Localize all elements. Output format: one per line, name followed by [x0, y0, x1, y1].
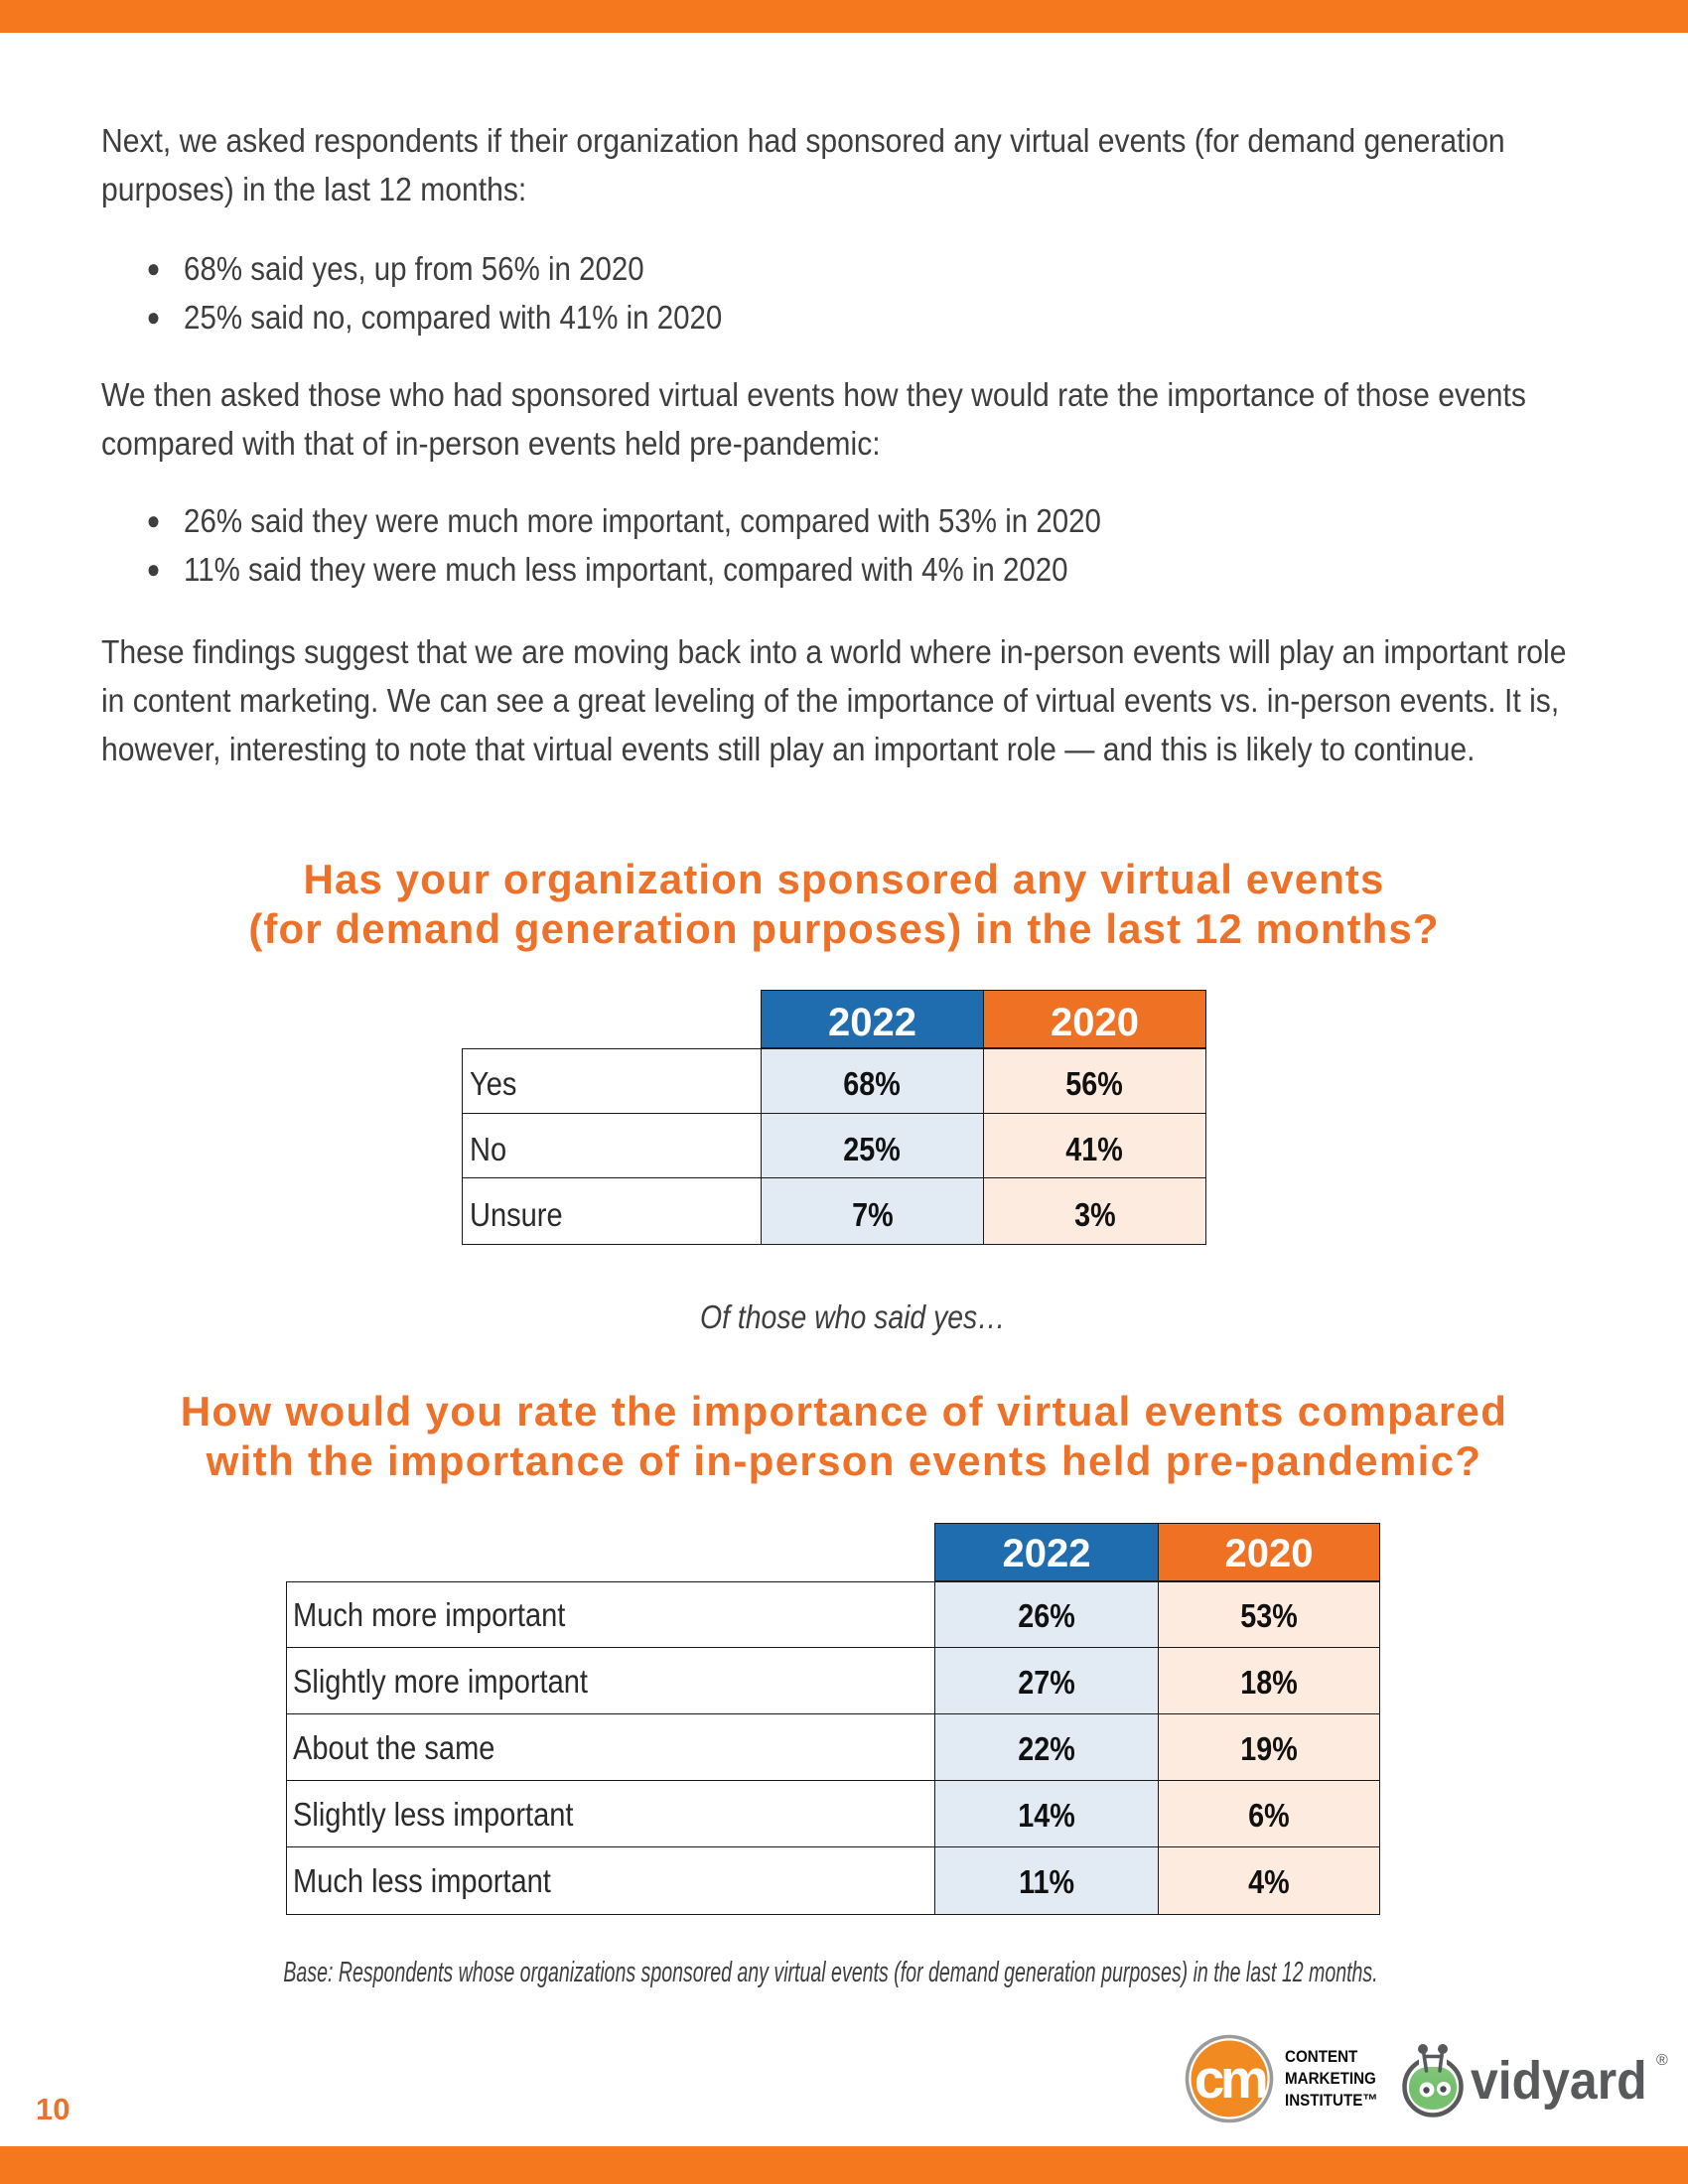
- svg-text:MARKETING: MARKETING: [1285, 2070, 1376, 2088]
- svg-text:vidyard: vidyard: [1471, 2051, 1647, 2111]
- svg-text:®: ®: [1656, 2052, 1668, 2069]
- svg-text:CONTENT: CONTENT: [1285, 2048, 1358, 2066]
- svg-text:cm: cm: [1195, 2048, 1266, 2110]
- svg-text:INSTITUTE™: INSTITUTE™: [1285, 2092, 1378, 2110]
